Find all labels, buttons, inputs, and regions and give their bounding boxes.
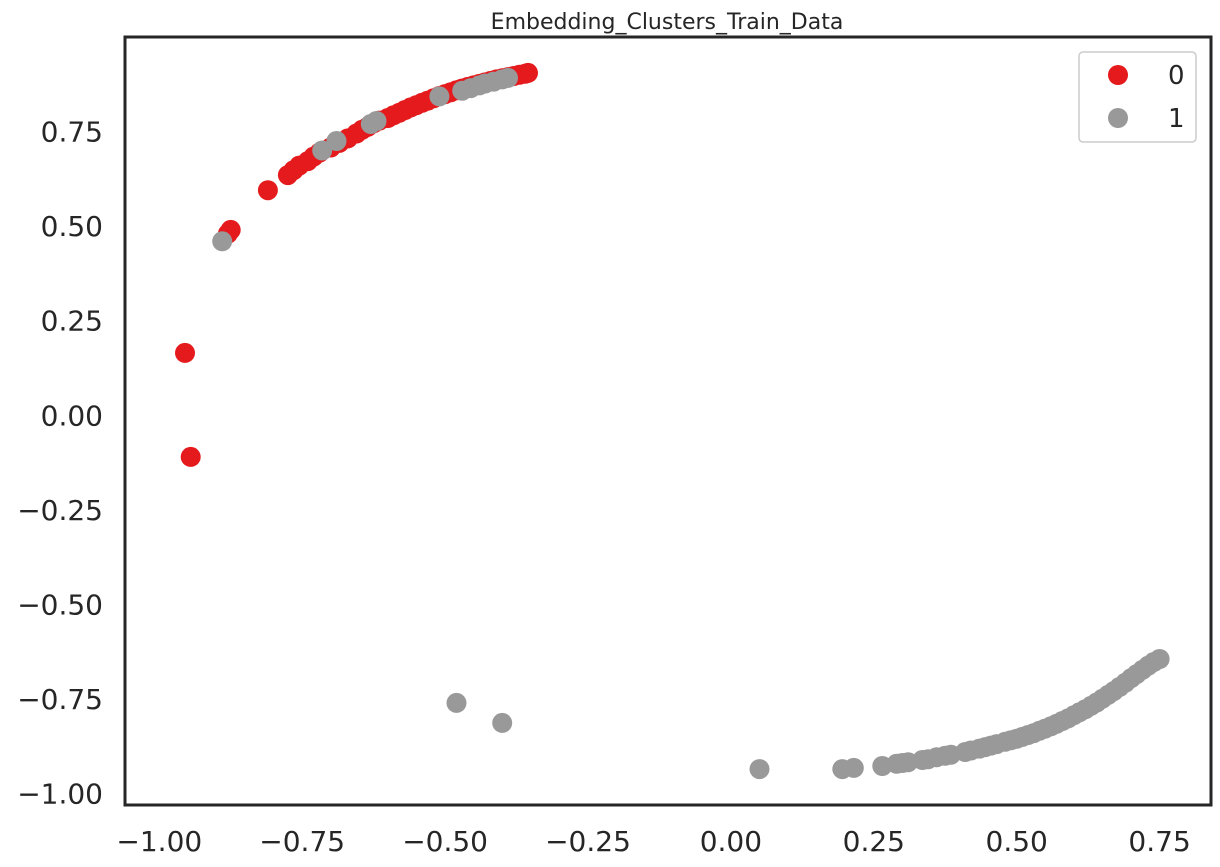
point-series-1-60 — [1149, 649, 1170, 669]
x-tick-label: −0.50 — [402, 825, 488, 858]
legend-label-1: 1 — [1168, 104, 1185, 134]
y-tick-label: 0.75 — [41, 116, 103, 149]
x-tick-label: 0.75 — [1128, 825, 1190, 858]
y-tick-label: 0.50 — [41, 210, 103, 243]
point-series-1-0 — [212, 231, 233, 252]
y-tick-label: 0.25 — [41, 305, 103, 338]
legend-marker-1 — [1108, 108, 1128, 128]
y-tick-label: −0.75 — [17, 683, 103, 716]
point-series-1-5 — [429, 86, 450, 107]
point-series-1-1 — [312, 140, 333, 161]
y-tick-label: −1.00 — [17, 778, 103, 811]
y-tick-label: 0.00 — [41, 399, 103, 432]
y-tick-label: −0.25 — [17, 494, 103, 527]
x-axis-ticks: −1.00 −0.75 −0.50 −0.25 0.00 0.25 0.50 0.75 — [116, 825, 1190, 858]
legend-marker-0 — [1108, 65, 1128, 85]
legend: 0 1 — [1078, 51, 1197, 143]
legend-label-0: 0 — [1168, 61, 1185, 91]
point-series-1-2 — [326, 131, 347, 151]
x-tick-label: −0.25 — [545, 825, 631, 858]
point-series-1-15 — [749, 759, 770, 780]
y-tick-label: −0.50 — [17, 589, 103, 622]
point-series-1-14 — [492, 712, 513, 733]
point-series-0-0 — [175, 342, 195, 363]
point-series-1-17 — [843, 757, 864, 778]
points-layer — [175, 62, 1170, 780]
x-tick-label: −1.00 — [116, 825, 202, 858]
y-axis-ticks: 0.75 0.50 0.25 0.00 −0.25 −0.50 −0.75 −1.00 — [17, 116, 103, 811]
x-tick-label: 0.50 — [986, 825, 1048, 858]
chart-title: Embedding_Clusters_Train_Data — [491, 10, 844, 35]
point-series-1-4 — [366, 111, 387, 131]
point-series-1-13 — [446, 692, 467, 713]
x-tick-label: 0.25 — [843, 825, 905, 858]
point-series-0-1 — [180, 446, 201, 467]
x-tick-label: −0.75 — [259, 825, 345, 858]
point-series-0-44 — [518, 62, 538, 83]
point-series-0-4 — [257, 180, 278, 201]
x-tick-label: 0.00 — [700, 825, 762, 858]
plot-frame — [123, 35, 1213, 807]
point-series-1-12 — [498, 67, 518, 88]
